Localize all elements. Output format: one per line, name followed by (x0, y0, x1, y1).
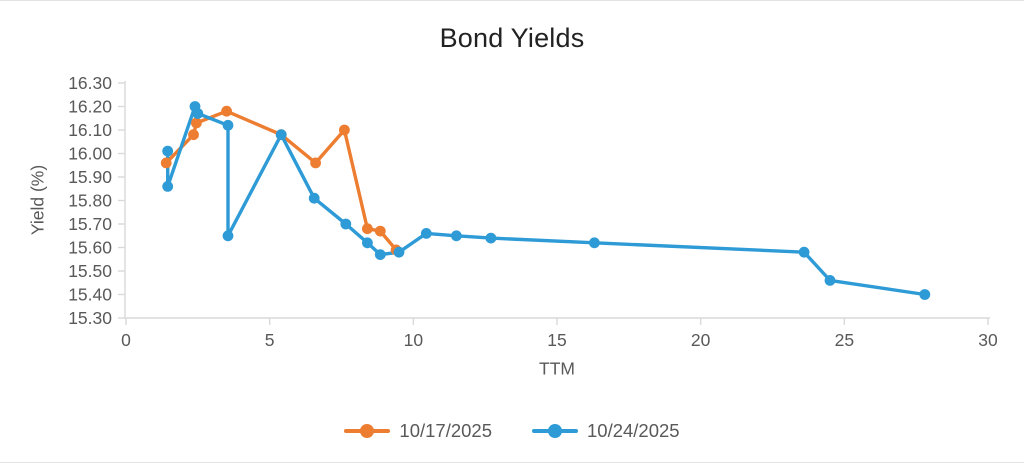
legend-line-marker (532, 424, 578, 438)
y-tick-label: 15.90 (68, 167, 112, 187)
data-point-marker-series-0 (362, 223, 373, 235)
y-tick-label: 15.60 (68, 238, 112, 258)
data-point-marker-series-1 (222, 119, 234, 131)
y-tick-label: 15.70 (68, 214, 112, 234)
y-tick-label: 16.20 (68, 97, 112, 117)
x-tick-label: 15 (547, 330, 566, 350)
data-point-marker-series-0 (221, 105, 233, 117)
data-point-marker-series-0 (374, 225, 386, 237)
data-point-marker-series-1 (393, 246, 405, 258)
legend-item-series-0: 10/17/2025 (344, 420, 492, 442)
data-point-marker-series-0 (310, 157, 321, 169)
y-tick-label: 16.00 (68, 144, 112, 164)
data-point-marker-series-1 (798, 246, 810, 258)
legend-item-series-1: 10/24/2025 (532, 420, 680, 442)
data-point-marker-series-1 (451, 230, 462, 242)
data-point-marker-series-1 (340, 218, 352, 230)
x-tick-label: 30 (978, 330, 998, 350)
data-point-marker-series-0 (188, 129, 199, 141)
data-point-marker-series-1 (275, 129, 287, 141)
legend-label: 10/17/2025 (399, 420, 492, 441)
data-point-marker-series-0 (160, 157, 172, 169)
legend-dot-icon (548, 424, 562, 438)
data-point-marker-series-1 (824, 275, 836, 286)
chart-title: Bond Yields (439, 23, 585, 53)
legend-line-marker (344, 424, 391, 438)
y-axis-title: Yield (%) (27, 164, 48, 236)
legend: 10/17/2025 10/24/2025 (0, 420, 1024, 442)
data-point-marker-series-1 (308, 192, 320, 204)
data-point-marker-series-1 (162, 181, 174, 192)
y-tick-label: 15.80 (68, 191, 112, 211)
data-point-marker-series-1 (485, 232, 497, 244)
x-tick-label: 25 (835, 330, 854, 350)
x-tick-label: 5 (265, 330, 275, 350)
y-tick-label: 15.50 (68, 261, 112, 281)
data-point-marker-series-1 (589, 237, 600, 249)
series-line-0 (164, 109, 398, 252)
data-point-marker-series-1 (362, 237, 373, 249)
data-point-marker-series-0 (191, 117, 202, 129)
data-point-marker-series-0 (339, 124, 350, 136)
legend-dot-icon (360, 424, 375, 438)
data-point-marker-series-1 (919, 289, 931, 300)
data-point-marker-series-1 (374, 249, 386, 260)
x-tick-label: 0 (121, 330, 131, 350)
y-tick-label: 16.30 (68, 73, 112, 93)
y-tick-label: 15.40 (68, 285, 112, 305)
legend-label: 10/24/2025 (587, 420, 680, 441)
x-tick-label: 10 (404, 330, 424, 350)
x-axis-title: TTM (539, 358, 575, 379)
data-point-marker-series-1 (420, 228, 432, 239)
data-point-marker-series-1 (192, 108, 204, 119)
y-tick-label: 16.10 (68, 120, 112, 140)
data-point-marker-series-1 (222, 230, 234, 242)
data-point-marker-series-1 (162, 145, 174, 157)
x-tick-label: 20 (691, 330, 711, 350)
y-tick-label: 15.30 (68, 308, 112, 328)
